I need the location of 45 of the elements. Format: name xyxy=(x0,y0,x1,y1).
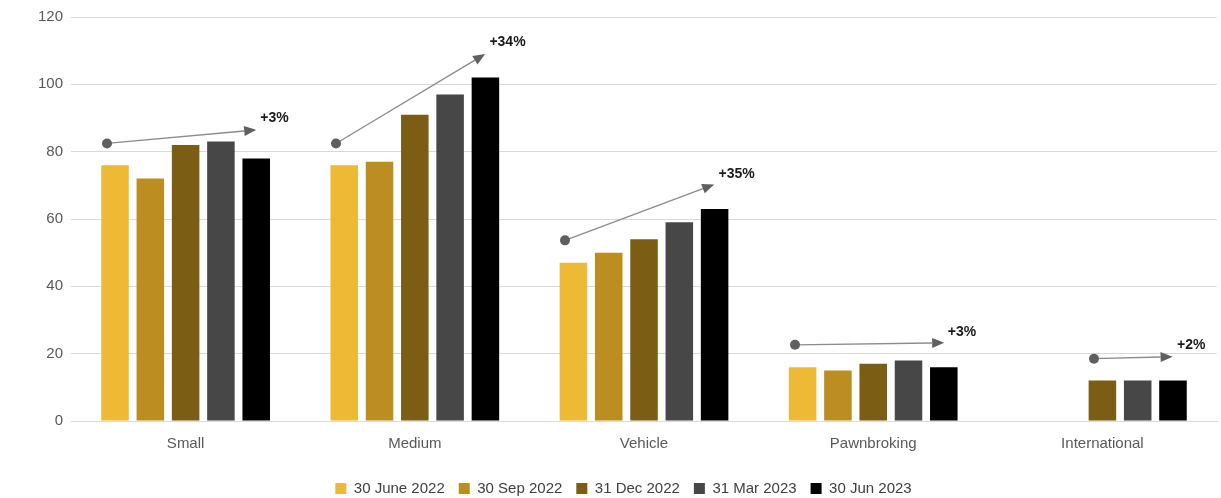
bar xyxy=(1088,380,1117,421)
bar xyxy=(824,370,852,421)
bar xyxy=(859,363,887,421)
y-tick-label: 100 xyxy=(38,74,64,92)
bar xyxy=(436,94,464,421)
bar xyxy=(471,77,500,421)
x-tick-label: Pawnbroking xyxy=(829,434,917,452)
bar xyxy=(894,360,923,421)
bar xyxy=(700,208,729,421)
bar xyxy=(365,161,394,421)
bar xyxy=(242,158,270,421)
bar xyxy=(207,141,235,421)
legend-label: 31 Mar 2023 xyxy=(712,478,797,496)
annotation: +34% xyxy=(489,33,527,50)
y-tick-label: 0 xyxy=(54,411,64,429)
bar xyxy=(930,367,958,421)
bar xyxy=(171,144,200,421)
bar xyxy=(101,165,129,421)
annotation: +35% xyxy=(718,164,756,181)
legend-label: 30 Sep 2022 xyxy=(477,478,563,496)
legend-label: 30 Jun 2023 xyxy=(829,478,912,496)
bar xyxy=(1159,380,1187,421)
y-tick-label: 40 xyxy=(46,276,64,294)
y-tick-label: 80 xyxy=(46,141,64,159)
bar xyxy=(330,165,358,421)
bar xyxy=(630,239,658,421)
bar xyxy=(594,252,623,421)
annotation: +3% xyxy=(947,322,977,339)
annotation: +3% xyxy=(260,109,290,126)
bar xyxy=(401,114,429,421)
annotation: +2% xyxy=(1176,336,1206,353)
x-tick-label: Medium xyxy=(388,434,442,452)
x-tick-label: Small xyxy=(166,434,205,452)
bar xyxy=(559,262,588,421)
y-tick-label: 20 xyxy=(46,343,64,361)
y-tick-label: 120 xyxy=(38,7,64,25)
bar xyxy=(665,222,694,421)
y-tick-label: 60 xyxy=(46,209,64,227)
bar xyxy=(136,178,165,421)
x-tick-label: International xyxy=(1061,434,1144,452)
legend-label: 30 June 2022 xyxy=(353,478,445,496)
x-tick-label: Vehicle xyxy=(619,434,669,452)
legend-label: 31 Dec 2022 xyxy=(594,478,680,496)
bar xyxy=(788,367,817,421)
bar xyxy=(1123,380,1152,421)
